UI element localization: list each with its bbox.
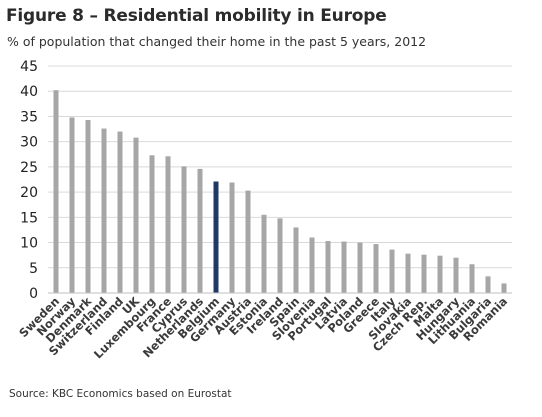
bar-netherlands <box>197 168 203 293</box>
bar-ireland <box>277 218 283 293</box>
bar-slovakia <box>405 253 411 293</box>
bar-france <box>165 156 171 293</box>
bar-poland <box>357 242 363 293</box>
y-axis-ticks: 0 5 10 15 20 25 30 35 40 45 <box>20 59 38 302</box>
bar-switzerland <box>101 128 107 293</box>
bar-slovenia <box>309 237 315 293</box>
bar-cyprus <box>181 166 187 293</box>
y-tick-label: 35 <box>20 109 38 125</box>
bar-denmark <box>85 119 91 293</box>
bar-latvia <box>341 241 347 293</box>
bar-uk <box>133 137 139 293</box>
chart-source: Source: KBC Economics based on Eurostat <box>9 388 232 400</box>
bar-greece <box>373 244 379 293</box>
bar-portugal <box>325 241 331 293</box>
y-tick-label: 15 <box>20 210 38 226</box>
y-tick-label: 45 <box>20 59 38 75</box>
bar-czech-rep <box>421 254 427 293</box>
y-tick-label: 0 <box>29 286 38 302</box>
bars <box>53 90 507 293</box>
y-tick-label: 25 <box>20 160 38 176</box>
bar-malta <box>437 255 443 293</box>
bar-romania <box>501 283 507 293</box>
y-tick-label: 10 <box>20 236 38 252</box>
chart-title: Figure 8 – Residential mobility in Europ… <box>6 6 387 26</box>
gridlines <box>48 65 512 269</box>
bar-hungary <box>453 257 459 293</box>
y-tick-label: 5 <box>29 261 38 277</box>
bar-norway <box>69 117 75 293</box>
bar-bulgaria <box>485 276 491 293</box>
y-tick-label: 30 <box>20 135 38 151</box>
bar-spain <box>293 227 299 293</box>
bar-luxembourg <box>149 155 155 293</box>
y-tick-label: 40 <box>20 84 38 100</box>
bar-belgium <box>213 181 219 293</box>
chart-subtitle: % of population that changed their home … <box>7 34 427 49</box>
x-axis-labels: SwedenNorwayDenmarkSwitzerlandFinlandUKL… <box>16 293 510 361</box>
bar-germany <box>229 182 235 293</box>
bar-lithuania <box>469 264 475 293</box>
bar-finland <box>117 131 123 293</box>
y-tick-label: 20 <box>20 185 38 201</box>
bar-austria <box>245 190 251 293</box>
bar-italy <box>389 249 395 293</box>
bar-estonia <box>261 214 267 293</box>
bar-sweden <box>53 90 59 293</box>
